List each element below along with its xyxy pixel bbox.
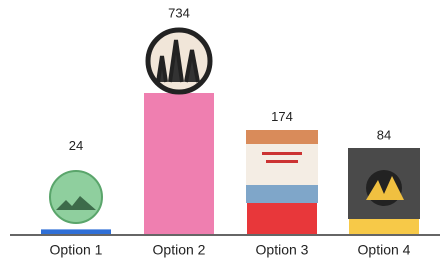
option-image <box>348 148 420 219</box>
option-image <box>50 171 102 223</box>
option-image <box>148 30 210 92</box>
value-label: 734 <box>168 5 190 20</box>
value-label: 84 <box>377 127 391 142</box>
bar <box>349 218 419 234</box>
bar <box>247 201 317 234</box>
bar <box>144 93 214 234</box>
bar <box>41 229 111 234</box>
value-label: 24 <box>69 138 83 153</box>
x-tick-label: Option 3 <box>256 242 309 258</box>
value-label: 174 <box>271 109 293 124</box>
option-image <box>246 130 318 203</box>
x-tick-label: Option 4 <box>358 242 411 258</box>
chart: 24 Option 1 734 Option 2 174 Option 3 84 Option… <box>0 0 446 267</box>
x-tick-label: Option 2 <box>153 242 206 258</box>
x-tick-label: Option 1 <box>50 242 103 258</box>
